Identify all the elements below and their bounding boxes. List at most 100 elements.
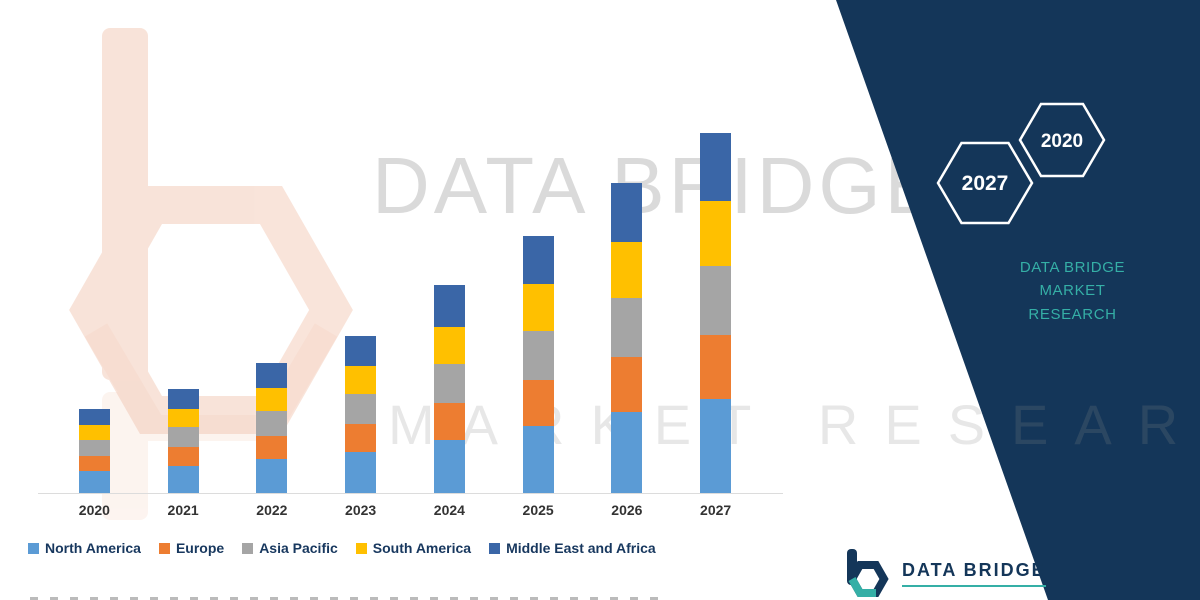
bar-segment-middle-east-and-africa <box>167 388 199 409</box>
bar-segment-europe <box>433 402 465 440</box>
bar-slot-2027 <box>671 133 760 493</box>
x-axis-label-2021: 2021 <box>167 502 199 518</box>
legend-label-middle-east-and-africa: Middle East and Africa <box>506 540 656 556</box>
bar-slot-2023 <box>316 133 405 493</box>
legend-item-europe: Europe <box>158 540 225 556</box>
bar-segment-europe <box>522 379 554 427</box>
x-axis-label-2024: 2024 <box>433 502 465 518</box>
bar-slot-2021 <box>139 133 228 493</box>
bar-segment-middle-east-and-africa <box>345 336 377 367</box>
bar-segment-south-america <box>167 408 199 428</box>
bar-segment-europe <box>700 334 732 400</box>
hexagon-2027 <box>936 141 1034 225</box>
stacked-bar-2022 <box>256 363 288 493</box>
bar-segment-middle-east-and-africa <box>78 408 110 425</box>
stacked-bar-2025 <box>522 235 554 493</box>
bar-segment-south-america <box>78 425 110 441</box>
bar-segment-asia-pacific <box>700 266 732 335</box>
legend-label-asia-pacific: Asia Pacific <box>259 540 338 556</box>
bar-segment-asia-pacific <box>78 440 110 456</box>
footer-logo-icon <box>847 549 889 597</box>
legend-item-asia-pacific: Asia Pacific <box>242 540 338 556</box>
legend-item-middle-east-and-africa: Middle East and Africa <box>489 540 656 556</box>
bar-segment-europe <box>78 455 110 472</box>
footer-text-wrap: DATA BRIDGE <box>902 560 1046 587</box>
brand-caption-line1: DATA BRIDGE MARKET <box>1019 259 1126 300</box>
hexagon-2027-label: 2027 <box>962 172 1009 195</box>
x-axis-label-2023: 2023 <box>345 502 377 518</box>
bar-segment-north-america <box>700 399 732 493</box>
bar-segment-asia-pacific <box>256 411 288 436</box>
bar-segment-middle-east-and-africa <box>256 363 288 388</box>
bar-segment-south-america <box>345 366 377 395</box>
stacked-bar-2021 <box>167 388 199 493</box>
brand-caption: DATA BRIDGE MARKET RESEARCH <box>985 256 1160 326</box>
bar-segment-middle-east-and-africa <box>611 183 643 243</box>
bar-segment-middle-east-and-africa <box>700 133 732 202</box>
stacked-bar-2020 <box>78 408 110 493</box>
legend-label-south-america: South America <box>372 540 472 556</box>
watermark-text-primary: DATA BRIDGE <box>372 141 943 230</box>
footer-logo-text: DATA BRIDGE <box>902 559 1046 580</box>
bar-segment-south-america <box>522 284 554 331</box>
x-axis-line <box>38 493 783 494</box>
legend-swatch-north-america <box>28 542 39 554</box>
bar-segment-asia-pacific <box>167 427 199 448</box>
bar-segment-north-america <box>433 439 465 493</box>
bar-segment-north-america <box>78 471 110 493</box>
x-axis-label-2020: 2020 <box>78 502 110 518</box>
bar-segment-middle-east-and-africa <box>433 285 465 327</box>
stacked-bar-2027 <box>700 133 732 493</box>
year-hexagons: 2027 2020 <box>936 102 1106 225</box>
legend-label-north-america: North America <box>45 540 141 556</box>
x-axis-label-2026: 2026 <box>611 502 643 518</box>
legend-item-north-america: North America <box>28 540 141 556</box>
bar-segment-south-america <box>433 326 465 364</box>
stacked-bar-2023 <box>345 336 377 493</box>
bar-slot-2020 <box>50 133 139 493</box>
bar-segment-north-america <box>611 412 643 493</box>
bar-slot-2025 <box>494 133 583 493</box>
databridge-logo-watermark <box>69 28 353 520</box>
bar-slot-2024 <box>405 133 494 493</box>
bar-segment-europe <box>345 424 377 453</box>
bar-segment-europe <box>167 447 199 466</box>
bar-segment-asia-pacific <box>345 394 377 425</box>
bar-segment-north-america <box>522 426 554 493</box>
x-axis-labels: 2020 2021 2022 2023 2024 2025 2026 2027 <box>50 502 760 518</box>
bars-row <box>50 133 760 493</box>
footer-underline <box>902 584 1046 587</box>
footer-logo: DATA BRIDGE <box>838 548 1046 598</box>
x-axis-label-2027: 2027 <box>700 502 732 518</box>
x-axis-label-2025: 2025 <box>522 502 554 518</box>
bar-segment-asia-pacific <box>611 297 643 357</box>
legend-swatch-asia-pacific <box>242 542 254 554</box>
legend-item-south-america: South America <box>355 540 472 556</box>
bar-segment-europe <box>256 435 288 460</box>
bar-segment-north-america <box>345 452 377 493</box>
legend-swatch-middle-east-and-africa <box>489 542 501 554</box>
bar-segment-south-america <box>611 242 643 298</box>
cropped-caption-strip <box>30 597 670 600</box>
bar-segment-asia-pacific <box>522 330 554 380</box>
stacked-bar-2024 <box>433 285 465 493</box>
bar-segment-north-america <box>256 459 288 493</box>
legend-swatch-europe <box>158 542 170 554</box>
legend-label-europe: Europe <box>175 540 225 556</box>
brand-caption-line2: RESEARCH <box>1028 305 1117 323</box>
bar-segment-south-america <box>700 201 732 267</box>
hexagon-2020 <box>1018 102 1106 178</box>
bar-segment-middle-east-and-africa <box>522 235 554 285</box>
bar-segment-europe <box>611 356 643 413</box>
x-axis-label-2022: 2022 <box>256 502 288 518</box>
legend: North America Europe Asia Pacific South Ame… <box>28 540 808 556</box>
hexagon-2020-label: 2020 <box>1041 131 1083 152</box>
legend-swatch-south-america <box>355 542 367 554</box>
bar-segment-north-america <box>167 466 199 493</box>
bar-slot-2026 <box>583 133 672 493</box>
bar-segment-south-america <box>256 387 288 412</box>
bar-slot-2022 <box>228 133 317 493</box>
stacked-bar-2026 <box>611 183 643 493</box>
bar-segment-asia-pacific <box>433 363 465 403</box>
